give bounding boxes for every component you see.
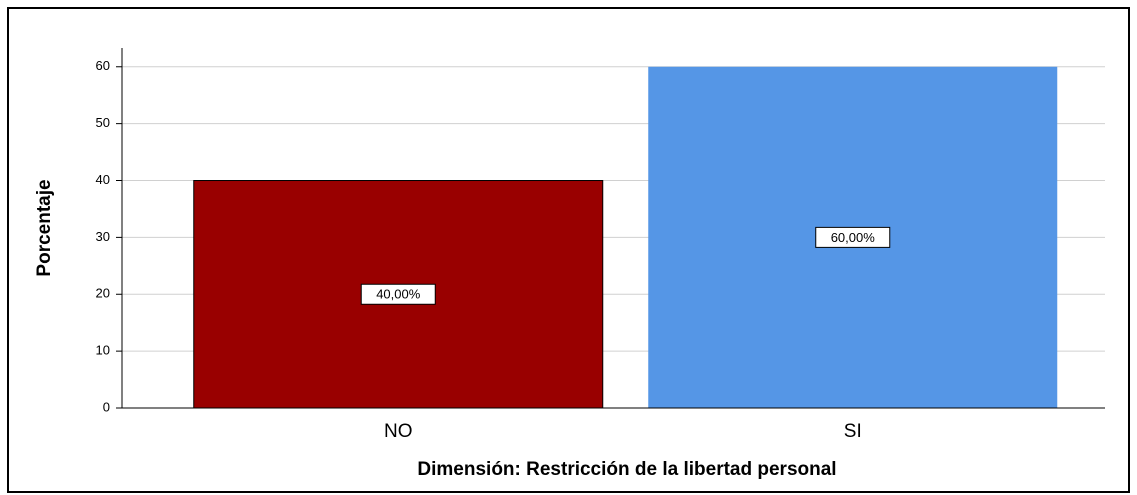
y-tick-label: 30: [96, 229, 110, 244]
value-label-box: [815, 226, 891, 248]
x-tick-label: SI: [844, 421, 862, 442]
y-axis-title: Porcentaje: [34, 179, 55, 276]
y-tick-label: 50: [96, 115, 110, 130]
y-tick-label: 60: [96, 58, 110, 73]
value-label: 60,00%: [831, 230, 876, 245]
value-label-box: [360, 283, 436, 305]
x-axis-title: Dimensión: Restricción de la libertad pe…: [417, 459, 836, 480]
y-tick-label: 10: [96, 343, 110, 358]
y-tick-label: 40: [96, 172, 110, 187]
y-tick-label: 0: [103, 399, 110, 414]
value-label: 40,00%: [376, 287, 421, 302]
y-tick-label: 20: [96, 286, 110, 301]
x-tick-label: NO: [384, 421, 413, 442]
